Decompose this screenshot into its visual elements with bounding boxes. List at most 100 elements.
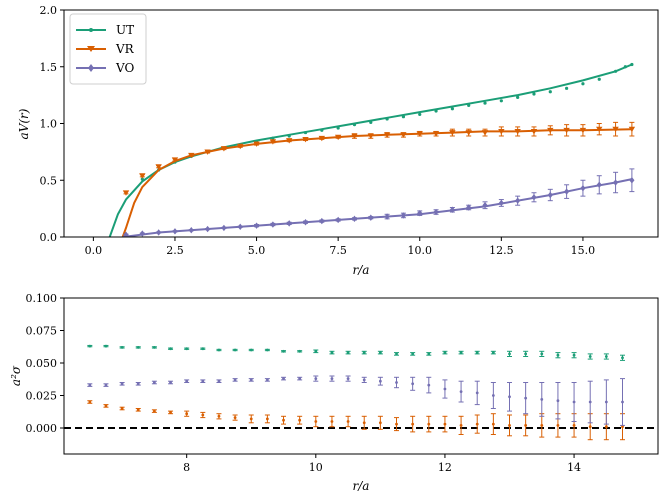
data-point-ut	[548, 90, 552, 94]
sigma-point-vo	[491, 394, 495, 397]
sigma-point-ut	[217, 348, 221, 352]
sigma-point-vo	[249, 378, 253, 382]
bottom-y-ticks: 0.000 0.025 0.050 0.075 0.100	[26, 292, 64, 435]
bottom-x-tick-label: 12	[438, 461, 452, 474]
sigma-point-vo	[508, 395, 511, 399]
sigma-point-vo	[572, 400, 576, 404]
sigma-point-ut	[298, 349, 302, 353]
sigma-point-vr	[540, 424, 544, 427]
data-point-vo	[270, 221, 276, 228]
data-point-vr	[514, 129, 521, 135]
sigma-point-ut	[265, 348, 269, 352]
sigma-point-ut	[411, 352, 415, 356]
legend: UT VR VO	[69, 13, 147, 85]
sigma-point-vr	[362, 421, 366, 425]
sigma-point-vo	[282, 377, 285, 380]
sigma-point-vr	[169, 411, 172, 414]
bottom-x-ticks: 8 10 12 14	[183, 454, 581, 474]
sigma-point-vr	[346, 420, 350, 423]
sigma-point-vo	[201, 379, 205, 383]
sigma-point-ut	[233, 348, 237, 352]
bottom-x-tick-label: 8	[183, 461, 190, 474]
data-point-vo	[237, 223, 243, 230]
legend-label-vo: VO	[115, 61, 134, 75]
fit-curve-ut	[108, 63, 633, 237]
data-point-vo	[384, 213, 390, 220]
sigma-point-ut	[201, 347, 205, 351]
top-x-ticks: 0.0 2.5 5.0 7.5 10.0 12.5 15.0	[85, 237, 595, 257]
top-axes-frame	[63, 9, 659, 238]
data-point-vr	[449, 130, 456, 136]
data-point-vo	[629, 177, 635, 184]
legend-marker-vo	[88, 64, 94, 72]
sigma-point-vo	[314, 377, 318, 380]
sigma-point-vr	[443, 422, 447, 426]
data-point-ut	[369, 120, 373, 124]
sigma-point-vr	[572, 424, 576, 427]
sigma-point-ut	[362, 351, 366, 354]
data-point-vo	[368, 214, 374, 221]
sigma-point-vo	[346, 377, 350, 380]
data-point-ut	[581, 82, 585, 86]
legend-marker-ut	[89, 28, 93, 32]
data-point-ut	[385, 117, 389, 121]
sigma-point-ut	[491, 351, 495, 354]
data-point-vr	[530, 129, 538, 135]
sigma-point-vr	[395, 422, 398, 426]
sigma-series-vr	[87, 400, 625, 441]
series-vo	[122, 168, 635, 237]
sigma-series-ut	[87, 344, 625, 361]
data-point-vr	[498, 129, 505, 135]
data-point-vo	[188, 226, 194, 234]
sigma-point-ut	[120, 346, 124, 349]
sigma-point-vo	[265, 378, 269, 382]
sigma-point-vo	[524, 396, 528, 400]
sigma-point-ut	[249, 348, 253, 352]
data-point-ut	[320, 128, 324, 132]
series-vr	[121, 121, 636, 237]
data-point-vr	[285, 138, 293, 144]
bottom-y-tick-label: 0.100	[26, 292, 58, 305]
bottom-y-tick-label: 0.000	[26, 422, 58, 435]
data-point-ut	[336, 126, 340, 130]
data-point-vr	[596, 126, 603, 133]
data-point-vo	[123, 231, 129, 237]
data-point-vo	[449, 206, 455, 213]
sigma-point-ut	[378, 351, 382, 354]
data-point-vo	[580, 184, 586, 192]
sigma-point-ut	[88, 344, 92, 348]
sigma-point-ut	[152, 346, 156, 349]
sigma-point-ut	[572, 353, 576, 357]
bottom-x-tick-label: 10	[309, 461, 323, 474]
data-point-vr	[253, 141, 260, 147]
sigma-point-ut	[282, 349, 285, 353]
data-point-vo	[302, 219, 309, 226]
data-point-vo	[139, 230, 145, 237]
sigma-point-vo	[395, 381, 398, 384]
sigma-point-ut	[475, 351, 479, 354]
sigma-point-vr	[282, 418, 285, 422]
data-point-ut	[565, 86, 569, 90]
sigma-point-vo	[378, 379, 382, 383]
data-point-vo	[205, 225, 211, 233]
data-point-vr	[547, 127, 554, 134]
sigma-point-ut	[443, 351, 447, 354]
sigma-point-ut	[330, 351, 334, 354]
sigma-point-vr	[314, 420, 318, 423]
top-x-tick-label: 5.0	[248, 244, 266, 257]
sigma-point-ut	[169, 347, 172, 351]
fit-curve-vo	[122, 178, 633, 237]
sigma-point-vr	[491, 422, 495, 426]
data-point-ut	[532, 92, 536, 96]
sigma-point-vo	[120, 382, 124, 386]
sigma-point-ut	[524, 352, 528, 356]
sigma-point-vr	[104, 404, 108, 408]
data-point-vo	[612, 179, 619, 186]
data-point-vo	[482, 202, 488, 209]
data-point-ut	[450, 107, 454, 111]
data-point-vo	[286, 220, 292, 227]
legend-entry-vr: VR	[76, 42, 135, 56]
sigma-point-vo	[136, 382, 140, 386]
sigma-point-vo	[298, 377, 302, 380]
sigma-point-ut	[459, 351, 463, 354]
